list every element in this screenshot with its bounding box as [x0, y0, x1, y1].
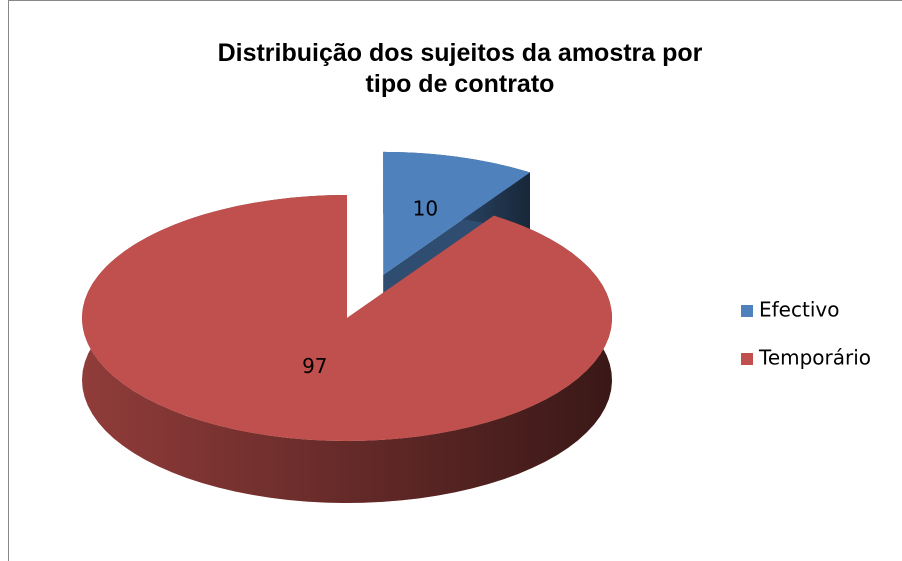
chart-title: Distribuição dos sujeitos da amostra por… [217, 39, 703, 98]
chart-border [8, 0, 902, 561]
legend-swatch [741, 305, 753, 317]
data-label: 97 [302, 354, 327, 378]
legend-label: Temporário [758, 346, 871, 370]
data-label: 10 [413, 197, 438, 221]
legend-swatch [741, 353, 753, 365]
slice-top [383, 151, 530, 275]
pie-slice [82, 195, 612, 503]
legend-label: Efectivo [759, 298, 839, 322]
slice-top [82, 195, 612, 441]
